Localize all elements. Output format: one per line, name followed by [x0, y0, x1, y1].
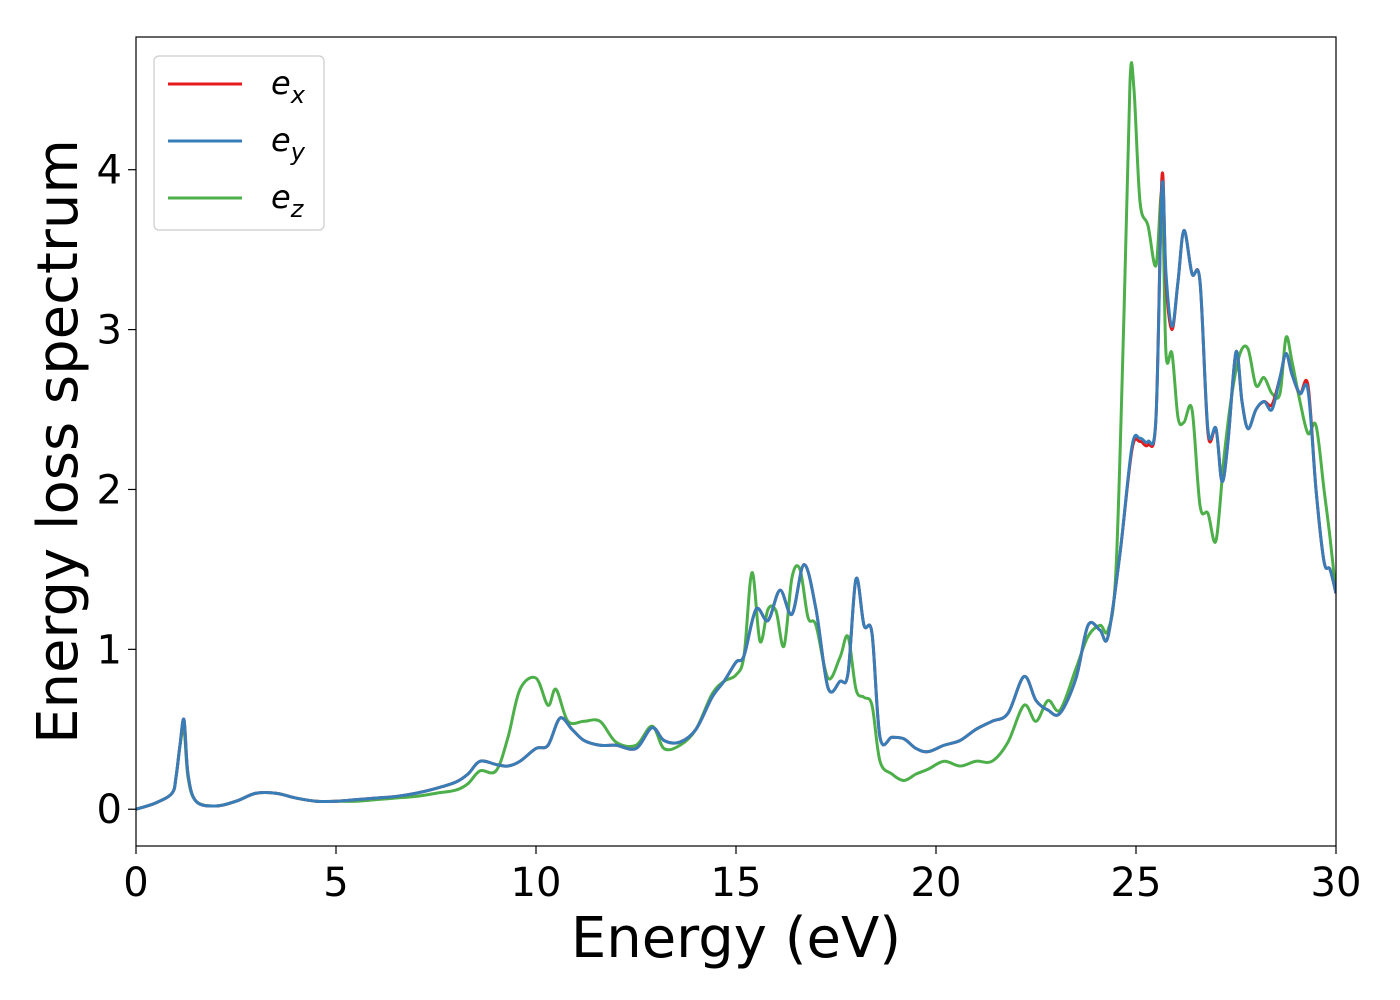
legend-label-subscript: x [290, 81, 306, 109]
x-tick-label: 30 [1311, 860, 1362, 906]
y-axis: 0 1 2 3 4 [97, 148, 136, 833]
x-tick-label: 5 [323, 860, 348, 906]
x-tick-label: 20 [911, 860, 962, 906]
y-tick-label: 2 [97, 467, 122, 513]
x-tick-label: 0 [123, 860, 148, 906]
x-axis: 0 5 10 15 20 25 30 [123, 846, 1361, 906]
y-tick-label: 3 [97, 308, 122, 354]
y-tick-label: 0 [97, 787, 122, 833]
x-axis-label: Energy (eV) [571, 906, 901, 971]
series-line-ez [136, 61, 1336, 811]
legend-label-ez: ez [271, 178, 305, 223]
legend-label-ex: ex [271, 64, 306, 109]
x-tick-label: 10 [511, 860, 562, 906]
x-tick-label: 15 [711, 860, 762, 906]
legend-box [153, 55, 325, 231]
legend-label-base: e [271, 121, 291, 159]
x-tick-label: 25 [1111, 860, 1162, 906]
y-axis-label: Energy loss spectrum [26, 139, 91, 744]
series-layer [136, 61, 1336, 811]
y-tick-label: 4 [97, 148, 122, 194]
legend-label-base: e [271, 64, 291, 102]
series-line-ey [136, 180, 1336, 811]
legend-label-subscript: z [290, 195, 305, 223]
legend-label-base: e [271, 178, 291, 216]
legend-label-subscript: y [290, 138, 306, 166]
legend-label-ey: ey [271, 121, 306, 166]
y-tick-label: 1 [97, 627, 122, 673]
